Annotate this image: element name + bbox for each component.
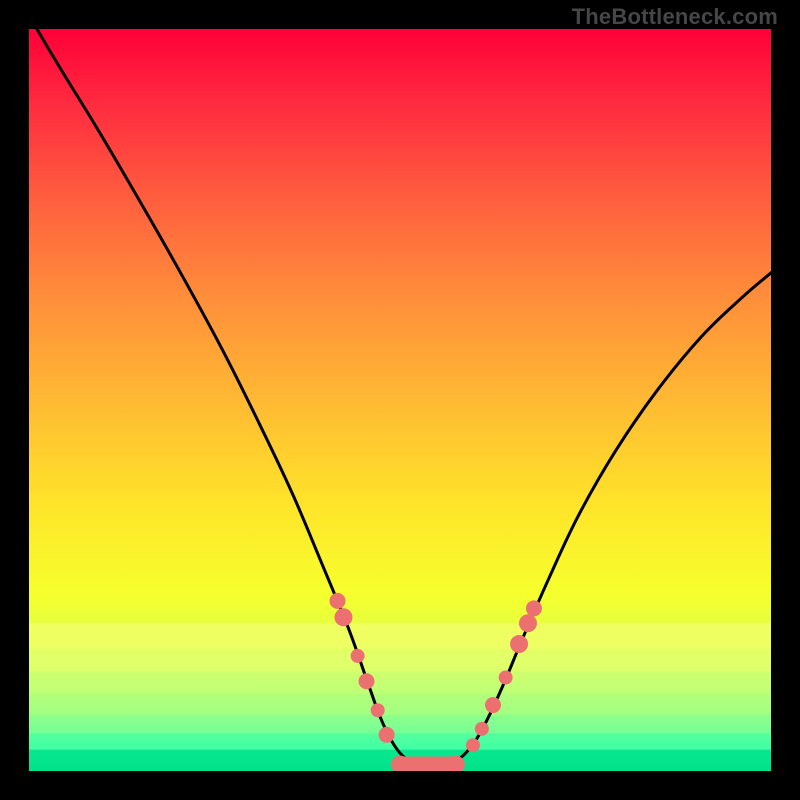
- left-marker: [330, 593, 346, 609]
- left-marker: [379, 727, 395, 743]
- right-marker: [475, 722, 489, 736]
- heat-band: [28, 715, 772, 734]
- flat-bottom-cap: [391, 756, 409, 774]
- heat-band: [28, 733, 772, 749]
- right-marker: [499, 671, 513, 685]
- left-marker: [351, 649, 365, 663]
- left-marker: [371, 703, 385, 717]
- left-marker: [359, 673, 375, 689]
- flat-bottom-cap: [447, 756, 465, 774]
- heat-band: [28, 623, 772, 649]
- right-marker: [466, 738, 480, 752]
- heat-bands: [28, 623, 772, 772]
- heat-band: [28, 694, 772, 715]
- heat-band: [28, 649, 772, 671]
- heat-band: [28, 672, 772, 694]
- right-marker: [526, 600, 542, 616]
- watermark-label: TheBottleneck.com: [572, 4, 778, 30]
- right-marker: [485, 697, 501, 713]
- chart-container: TheBottleneck.com: [0, 0, 800, 800]
- right-marker: [510, 635, 528, 653]
- left-marker: [334, 608, 352, 626]
- chart-svg: [0, 0, 800, 800]
- right-marker: [519, 614, 537, 632]
